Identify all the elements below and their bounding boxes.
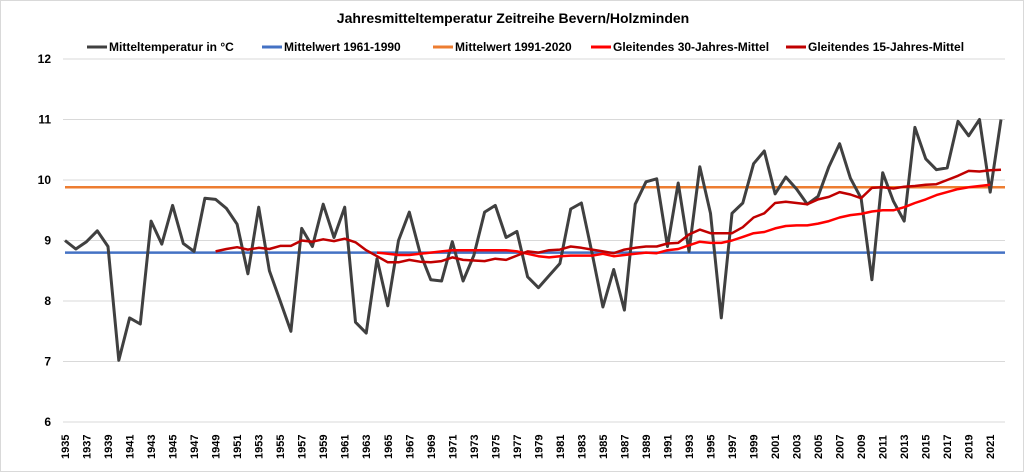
x-tick-label: 1937 bbox=[82, 435, 94, 459]
x-tick-label: 1999 bbox=[749, 435, 761, 459]
x-tick-label: 1943 bbox=[146, 435, 158, 459]
x-tick-label: 1981 bbox=[555, 435, 567, 459]
legend-item-mean-1961-1990: Mittelwert 1961-1990 bbox=[262, 40, 401, 54]
x-tick-label: 2003 bbox=[792, 435, 804, 459]
x-tick-label: 2011 bbox=[878, 435, 890, 459]
y-tick-label: 7 bbox=[44, 355, 51, 369]
x-tick-label: 1961 bbox=[340, 435, 352, 459]
x-tick-label: 1945 bbox=[168, 435, 180, 459]
y-axis: 6 7 8 9 10 11 12 bbox=[38, 52, 52, 429]
x-tick-label: 1985 bbox=[598, 435, 610, 459]
x-tick-label: 1947 bbox=[189, 435, 201, 459]
x-tick-label: 1959 bbox=[318, 435, 330, 459]
x-tick-label: 1951 bbox=[232, 435, 244, 459]
legend-label: Mittelwert 1991-2020 bbox=[455, 40, 572, 54]
x-tick-label: 1997 bbox=[727, 435, 739, 459]
legend-item-moving-avg-15: Gleitendes 15-Jahres-Mittel bbox=[786, 40, 964, 54]
temperature-line bbox=[64, 118, 1003, 362]
x-tick-label: 2001 bbox=[770, 435, 782, 459]
x-tick-label: 1995 bbox=[706, 435, 718, 459]
x-tick-label: 1993 bbox=[684, 435, 696, 459]
y-tick-label: 6 bbox=[44, 415, 51, 429]
x-tick-label: 1973 bbox=[469, 435, 481, 459]
x-tick-label: 1941 bbox=[125, 435, 137, 459]
legend-item-mean-1991-2020: Mittelwert 1991-2020 bbox=[433, 40, 572, 54]
legend-label: Mitteltemperatur in °C bbox=[109, 40, 234, 54]
x-tick-label: 2013 bbox=[899, 435, 911, 459]
chart-title: Jahresmitteltemperatur Zeitreihe Bevern/… bbox=[337, 10, 689, 26]
x-tick-label: 1987 bbox=[619, 435, 631, 459]
moving-avg-30-line bbox=[376, 183, 991, 259]
x-tick-label: 1965 bbox=[383, 435, 395, 459]
moving-avg-15-line bbox=[215, 168, 1002, 264]
y-tick-label: 8 bbox=[44, 294, 51, 308]
x-tick-label: 1991 bbox=[662, 435, 674, 459]
series-group bbox=[64, 118, 1005, 362]
y-tick-label: 11 bbox=[38, 113, 51, 127]
x-tick-label: 1953 bbox=[254, 435, 266, 459]
x-tick-label: 1949 bbox=[211, 435, 223, 459]
x-axis: 1935 1937 1939 1941 1943 1945 1947 1949 1951 1953… bbox=[60, 435, 997, 459]
x-tick-label: 1989 bbox=[641, 435, 653, 459]
x-tick-label: 1969 bbox=[426, 435, 438, 459]
x-tick-label: 1971 bbox=[447, 435, 459, 459]
x-tick-label: 2019 bbox=[964, 435, 976, 459]
legend: Mitteltemperatur in °C Mittelwert 1961-19… bbox=[87, 40, 964, 54]
x-tick-label: 1983 bbox=[576, 435, 588, 459]
x-tick-label: 1967 bbox=[404, 435, 416, 459]
x-tick-label: 1955 bbox=[275, 435, 287, 459]
x-tick-label: 2005 bbox=[813, 435, 825, 459]
y-tick-label: 10 bbox=[38, 173, 52, 187]
x-tick-label: 1977 bbox=[512, 435, 524, 459]
x-tick-label: 1957 bbox=[297, 435, 309, 459]
x-tick-label: 1935 bbox=[60, 435, 72, 459]
legend-item-moving-avg-30: Gleitendes 30-Jahres-Mittel bbox=[591, 40, 769, 54]
x-tick-label: 2015 bbox=[921, 435, 933, 459]
gridlines bbox=[63, 58, 1005, 423]
x-tick-label: 2021 bbox=[985, 435, 997, 459]
x-tick-label: 2007 bbox=[835, 435, 847, 459]
legend-label: Gleitendes 30-Jahres-Mittel bbox=[613, 40, 769, 54]
x-tick-label: 1939 bbox=[103, 435, 115, 459]
x-tick-label: 1975 bbox=[490, 435, 502, 459]
x-tick-label: 2009 bbox=[856, 435, 868, 459]
legend-item-temperature: Mitteltemperatur in °C bbox=[87, 40, 234, 54]
y-tick-label: 9 bbox=[44, 234, 51, 248]
y-tick-label: 12 bbox=[38, 52, 52, 66]
x-tick-label: 1979 bbox=[533, 435, 545, 459]
x-tick-label: 2017 bbox=[942, 435, 954, 459]
legend-label: Mittelwert 1961-1990 bbox=[284, 40, 401, 54]
x-tick-label: 1963 bbox=[361, 435, 373, 459]
legend-label: Gleitendes 15-Jahres-Mittel bbox=[808, 40, 964, 54]
